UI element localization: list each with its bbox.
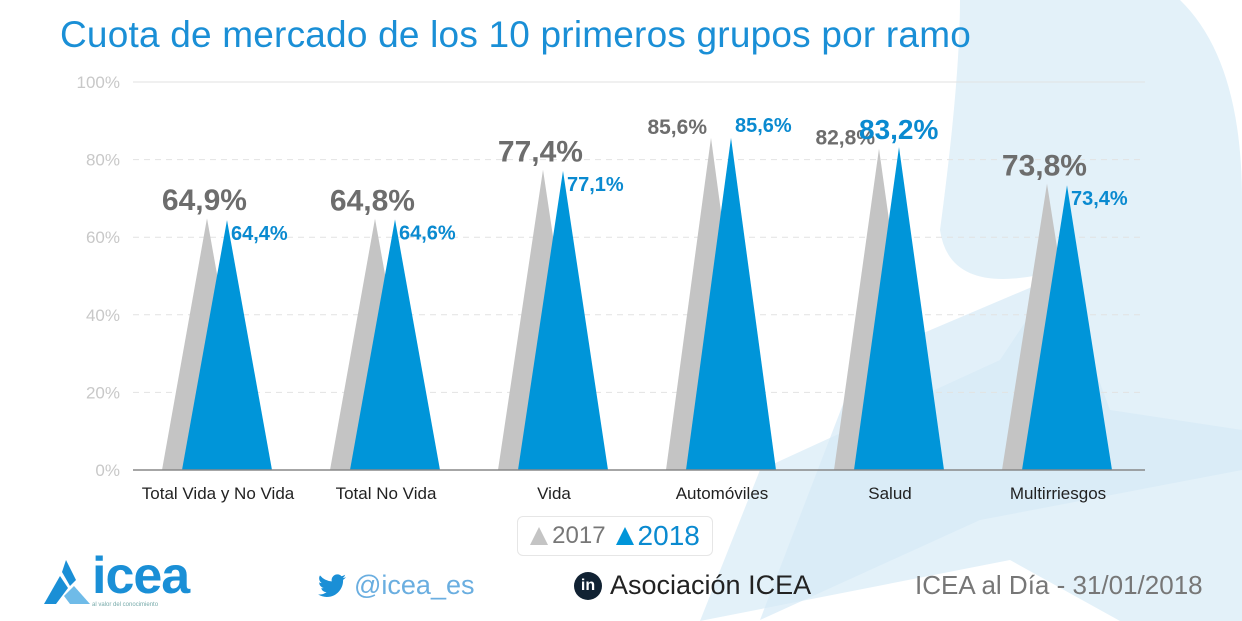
data-label-2017: 82,8%: [815, 127, 875, 150]
data-label-2018: 83,2%: [859, 114, 938, 145]
chart-title: Cuota de mercado de los 10 primeros grup…: [60, 14, 971, 55]
data-label-2018: 73,4%: [1071, 188, 1128, 210]
data-label-2017: 64,9%: [162, 184, 247, 217]
triangle-mark-2018: [518, 170, 608, 471]
y-tick-label: 100%: [77, 73, 120, 92]
data-label-2017: 85,6%: [647, 116, 707, 139]
logo-text: icea: [92, 547, 190, 605]
icea-logo: icea al valor del conocimiento: [40, 547, 190, 608]
y-tick-label: 60%: [86, 228, 120, 247]
data-label-2018: 77,1%: [567, 174, 624, 196]
triangle-mark-2018: [1022, 185, 1112, 470]
triangle-mark-2018: [686, 137, 776, 470]
legend-item-2018[interactable]: 2018: [615, 520, 700, 552]
linkedin-icon: in: [574, 571, 602, 600]
linkedin-link[interactable]: in Asociación ICEA: [574, 570, 811, 601]
legend: 2017 2018: [517, 516, 713, 556]
y-tick-label: 20%: [86, 383, 120, 402]
x-category-label: Automóviles: [676, 484, 769, 503]
logo-tagline: al valor del conocimiento: [92, 602, 159, 608]
triangle-icon: [530, 527, 549, 545]
data-label-2018: 64,6%: [399, 222, 456, 244]
data-label-2017: 64,8%: [330, 185, 415, 218]
data-label-2017: 77,4%: [498, 136, 583, 169]
x-category-label: Total Vida y No Vida: [142, 484, 295, 503]
data-label-2018: 85,6%: [735, 115, 792, 137]
legend-label: 2018: [637, 520, 700, 551]
triangle-mark-2018: [182, 220, 272, 470]
y-tick-label: 40%: [86, 306, 120, 325]
x-category-label: Salud: [868, 484, 911, 503]
edition-date: ICEA al Día - 31/01/2018: [915, 570, 1203, 600]
x-category-label: Multirriesgos: [1010, 484, 1106, 503]
triangle-mark-2018: [350, 219, 440, 470]
triangle-mark-2018: [854, 147, 944, 470]
twitter-link[interactable]: @icea_es: [318, 570, 474, 601]
legend-label: 2017: [552, 522, 606, 549]
icea-logo-mark-icon: [44, 560, 90, 604]
triangle-icon: [615, 527, 634, 545]
x-category-label: Total No Vida: [336, 484, 437, 503]
twitter-icon: [318, 573, 346, 597]
data-label-2018: 64,4%: [231, 223, 288, 245]
y-tick-label: 0%: [95, 461, 120, 480]
linkedin-name: Asociación ICEA: [610, 570, 812, 600]
y-tick-label: 80%: [86, 151, 120, 170]
x-category-label: Vida: [537, 484, 571, 503]
legend-item-2017[interactable]: 2017: [530, 522, 606, 550]
twitter-handle: @icea_es: [354, 570, 475, 600]
data-label-2017: 73,8%: [1002, 150, 1087, 183]
